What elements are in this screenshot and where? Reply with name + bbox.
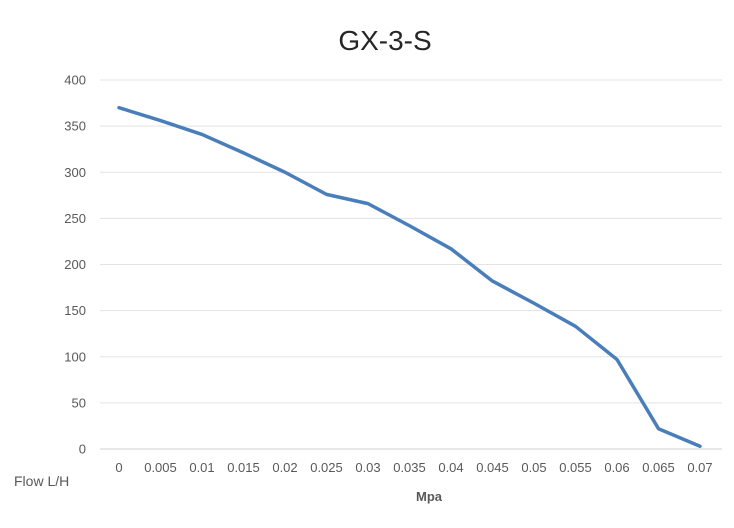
y-tick-label: 150 <box>64 303 86 318</box>
x-tick-label: 0.015 <box>227 460 260 475</box>
x-tick-label: 0.03 <box>355 460 380 475</box>
chart-title: GX-3-S <box>338 25 431 56</box>
y-tick-label: 100 <box>64 349 86 364</box>
x-tick-label: 0.045 <box>476 460 509 475</box>
y-tick-label: 300 <box>64 165 86 180</box>
x-tick-label: 0.055 <box>559 460 592 475</box>
y-tick-label: 250 <box>64 211 86 226</box>
x-tick-label: 0.035 <box>393 460 426 475</box>
y-axis-tick-labels: 0 50 100 150 200 250 300 350 400 <box>64 73 86 457</box>
x-tick-label: 0.01 <box>189 460 214 475</box>
y-tick-label: 350 <box>64 119 86 134</box>
x-tick-label: 0.025 <box>310 460 343 475</box>
x-tick-label: 0 <box>115 460 122 475</box>
series-lines <box>117 105 702 448</box>
y-tick-label: 0 <box>79 442 86 457</box>
x-axis-label: Mpa <box>416 489 443 504</box>
x-tick-label: 0.05 <box>521 460 546 475</box>
x-tick-label: 0.065 <box>642 460 675 475</box>
x-tick-label: 0.07 <box>687 460 712 475</box>
series-line <box>117 105 702 448</box>
y-axis-label: Flow L/H <box>14 473 69 489</box>
x-axis-tick-labels: 0 0.005 0.01 0.015 0.02 0.025 0.03 0.035 0.04 0.0… <box>115 460 712 475</box>
x-tick-label: 0.02 <box>272 460 297 475</box>
y-tick-label: 200 <box>64 257 86 272</box>
x-tick-label: 0.06 <box>604 460 629 475</box>
gridlines <box>100 79 722 450</box>
x-tick-label: 0.005 <box>144 460 177 475</box>
y-tick-label: 50 <box>72 395 86 410</box>
y-tick-label: 400 <box>64 73 86 88</box>
x-tick-label: 0.04 <box>438 460 463 475</box>
